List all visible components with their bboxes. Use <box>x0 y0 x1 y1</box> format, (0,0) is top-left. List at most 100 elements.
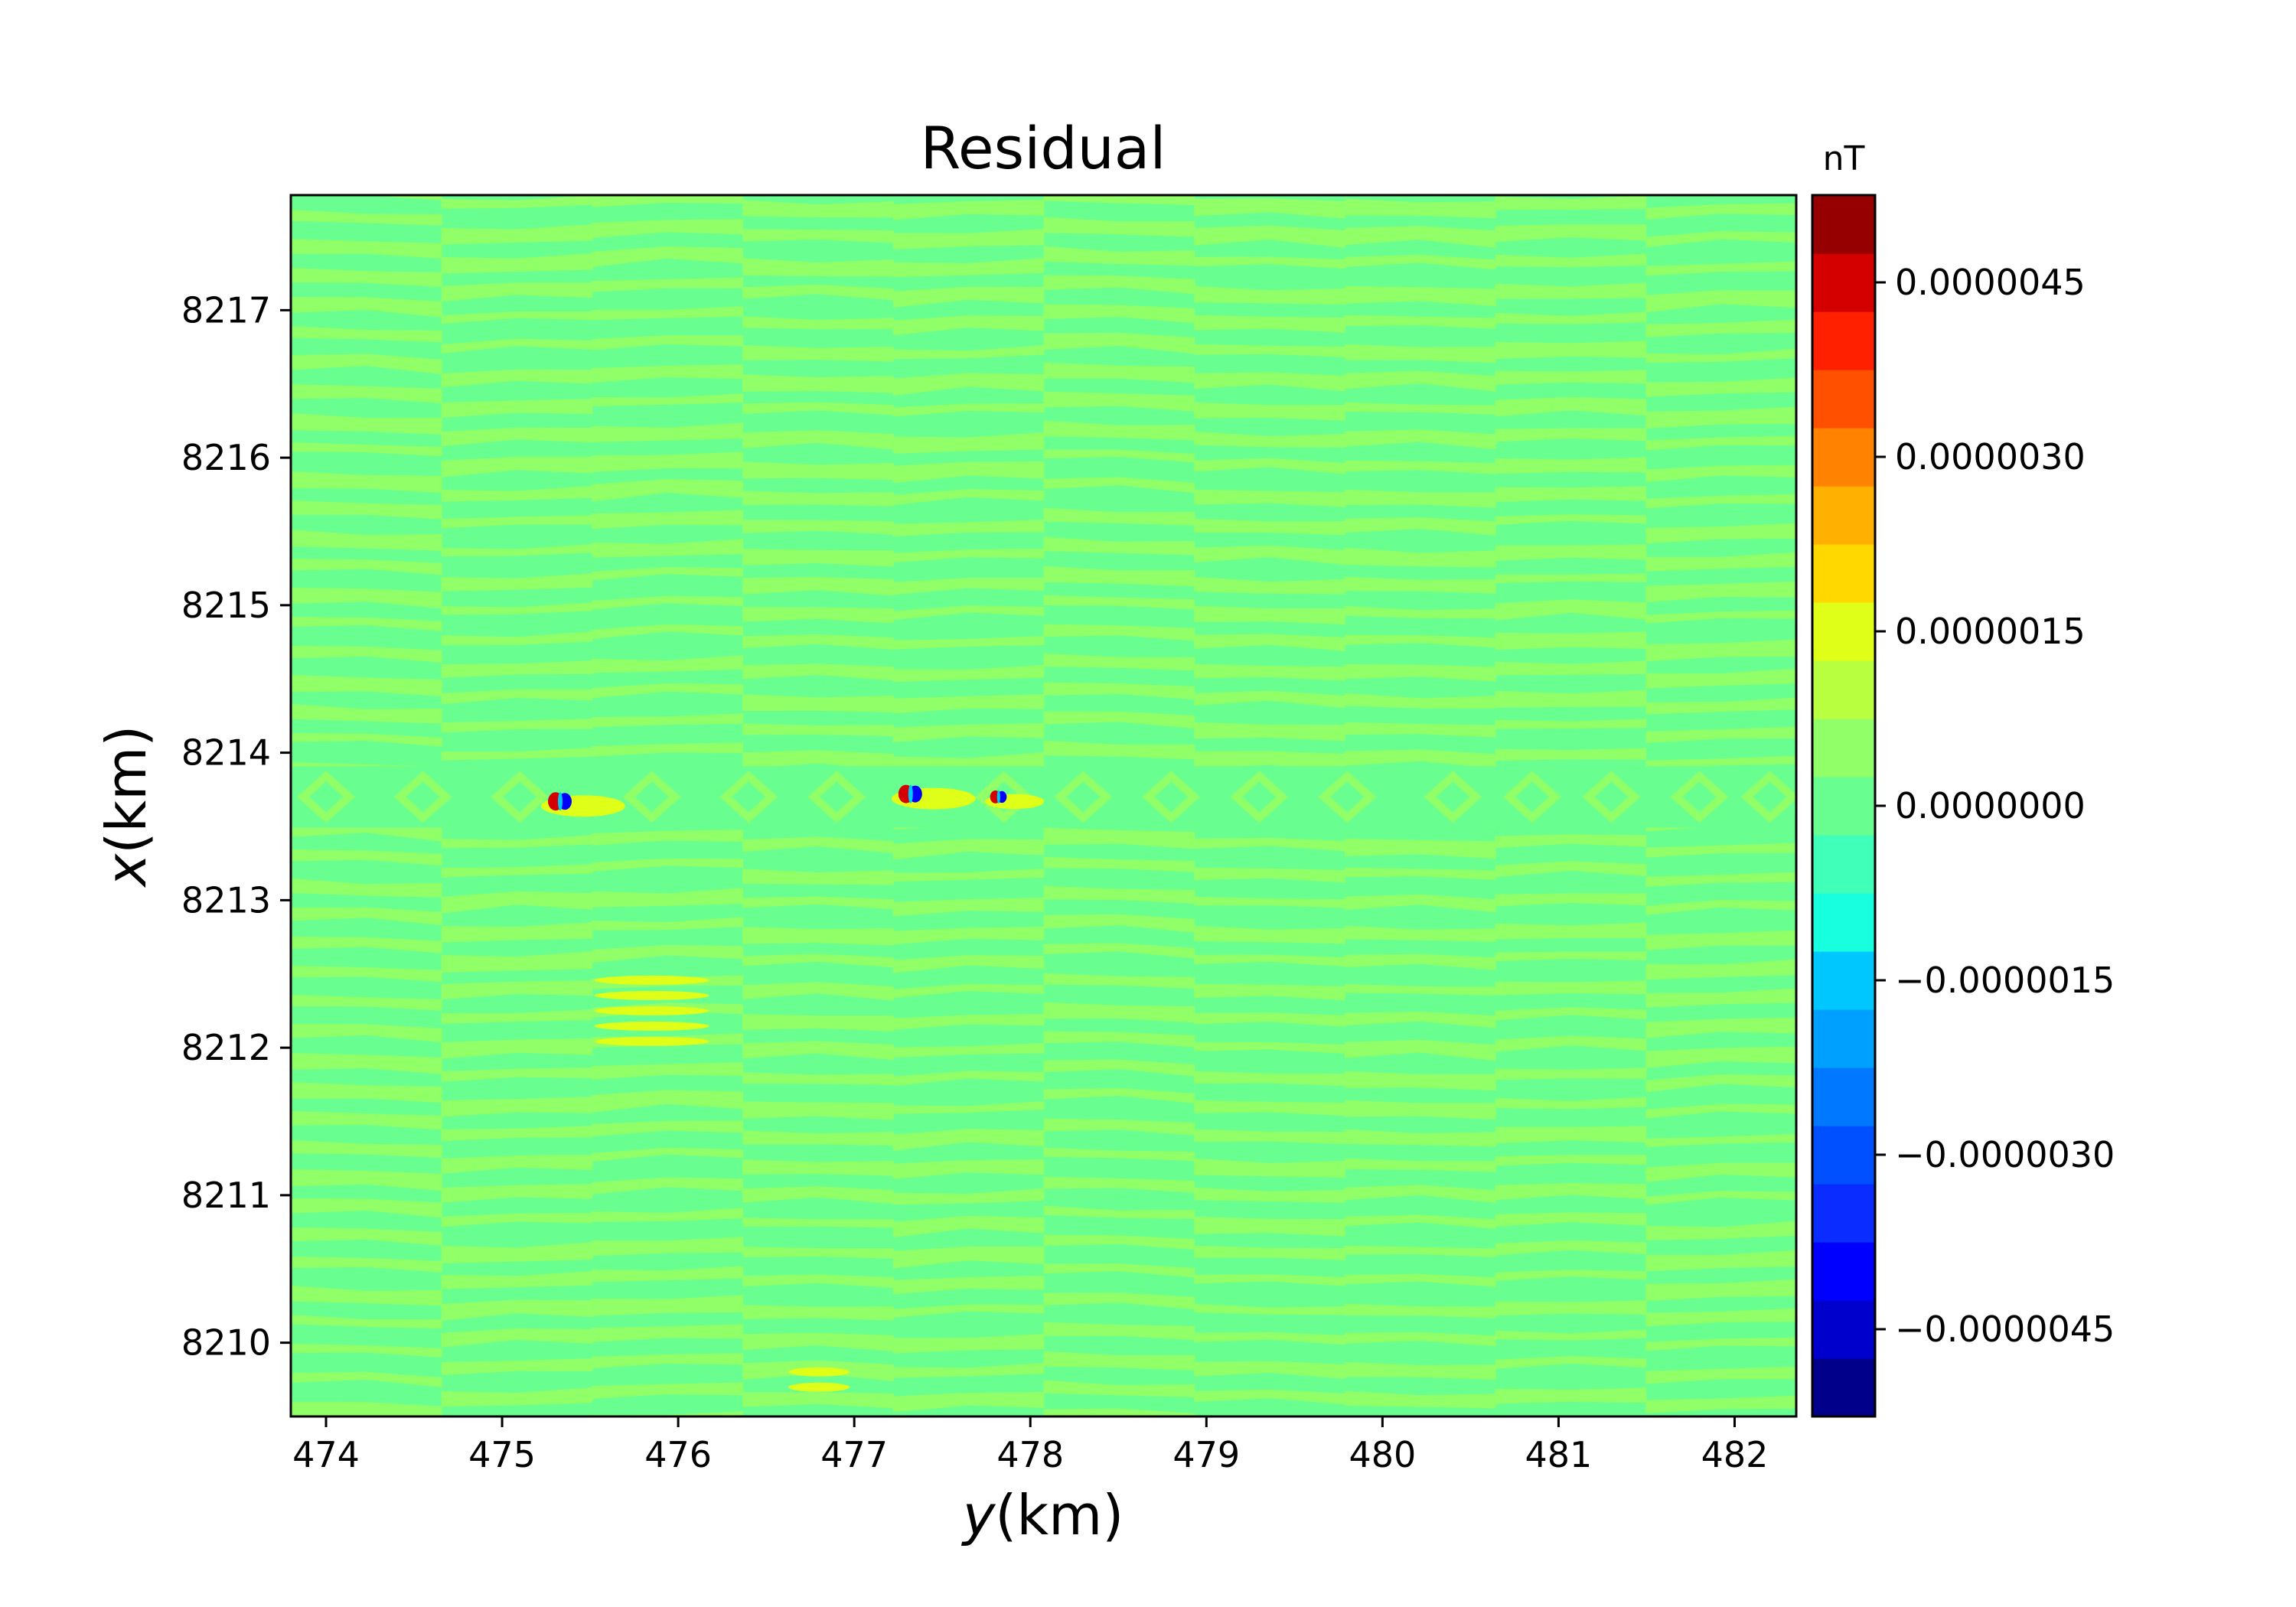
field-stripe <box>1344 1129 1496 1147</box>
field-stripe <box>1194 285 1345 305</box>
field-stripe <box>1344 1390 1496 1409</box>
field-stripe <box>1194 634 1345 651</box>
field-stripe <box>1194 983 1345 1001</box>
field-stripe <box>1043 420 1195 441</box>
field-stripe <box>592 624 744 639</box>
field-stripe <box>291 442 442 457</box>
field-stripe <box>1043 1031 1195 1048</box>
field-stripe <box>892 1334 1045 1354</box>
field-stripe <box>441 602 593 615</box>
field-stripe <box>592 306 744 321</box>
diamond-inner <box>732 781 766 813</box>
field-stripe <box>441 456 593 478</box>
field-stripe <box>892 315 1045 336</box>
field-stripe <box>592 566 744 581</box>
field-stripe <box>1043 653 1195 671</box>
field-stripe <box>892 520 1045 537</box>
field-stripe <box>1194 896 1345 908</box>
colorbar-segment <box>1812 951 1875 1010</box>
field-stripe <box>441 951 593 973</box>
field-stripe <box>1495 1007 1647 1021</box>
colorbar-segment <box>1812 1184 1875 1243</box>
field-stripe <box>742 461 894 481</box>
field-stripe <box>742 284 894 301</box>
field-stripe <box>1043 1263 1195 1278</box>
field-stripe <box>1194 1158 1345 1178</box>
field-stripe <box>892 605 1045 621</box>
field-stripe <box>742 634 894 650</box>
field-stripe <box>592 195 744 207</box>
field-stripe <box>1344 1273 1496 1287</box>
field-stripe <box>1344 254 1496 270</box>
field-stripe <box>742 520 894 535</box>
field-stripe <box>1495 1155 1647 1166</box>
field-stripe <box>1645 290 1796 313</box>
field-stripe <box>1495 253 1647 268</box>
y-axis-label-unit: (km) <box>94 725 158 854</box>
field-stripe <box>1194 1361 1345 1380</box>
field-stripe <box>1194 431 1345 448</box>
field-stripe <box>291 617 442 631</box>
field-stripe <box>1495 311 1647 324</box>
field-stripe <box>1495 1212 1647 1227</box>
diamond-inner <box>1753 781 1787 813</box>
diamond-inner <box>634 781 669 813</box>
field-stripe <box>1645 697 1796 715</box>
field-stripe <box>1645 1074 1796 1093</box>
field-stripe <box>441 369 593 388</box>
field-stripe <box>291 268 442 288</box>
field-stripe <box>742 723 894 737</box>
field-stripe <box>592 1147 744 1162</box>
field-stripe <box>291 907 442 926</box>
field-stripe <box>1194 751 1345 771</box>
field-stripe <box>892 1363 1045 1378</box>
field-stripe <box>1645 261 1796 276</box>
field-stripe <box>291 1257 442 1273</box>
field-stripe <box>892 258 1045 278</box>
field-stripe <box>1043 332 1195 354</box>
field-stripe <box>1194 198 1345 219</box>
field-stripe <box>742 1392 894 1409</box>
field-stripe <box>892 200 1045 220</box>
field-stripe <box>291 966 442 983</box>
field-stripe <box>1043 1322 1195 1341</box>
field-stripe <box>592 1324 744 1342</box>
field-stripe <box>592 1062 744 1080</box>
field-stripe <box>1344 1214 1496 1229</box>
anomaly-core <box>908 784 913 804</box>
field-stripe <box>441 660 593 678</box>
colorbar-ticks: −0.0000045 −0.0000030 −0.0000015 0.0000000 0… <box>1875 262 2115 1350</box>
field-stripe <box>1495 834 1647 849</box>
field-stripe <box>1194 663 1345 681</box>
field-stripe <box>291 937 442 953</box>
y-tick-label: 8213 <box>181 879 271 921</box>
field-stripe <box>1043 827 1195 849</box>
field-stripe <box>441 1126 593 1142</box>
field-stripe <box>1344 953 1496 970</box>
field-stripe <box>742 316 894 330</box>
field-stripe <box>1043 304 1195 324</box>
field-stripe <box>1495 1126 1647 1144</box>
field-stripe <box>1194 925 1345 944</box>
field-stripe <box>1043 217 1195 237</box>
field-stripe <box>1645 581 1796 602</box>
field-stripe <box>291 297 442 318</box>
anomaly-stripe <box>594 1021 709 1031</box>
field-stripe <box>1495 428 1647 442</box>
field-stripe <box>1043 856 1195 872</box>
field-stripe <box>592 830 744 846</box>
field-stripe <box>1495 514 1647 525</box>
field-stripe <box>1495 1035 1647 1052</box>
field-stripe <box>1495 599 1647 621</box>
field-stripe <box>592 1120 744 1136</box>
plot-area <box>289 194 1798 1418</box>
field-stripe <box>1043 1059 1195 1077</box>
field-stripe <box>291 239 442 259</box>
field-stripe <box>291 1111 442 1130</box>
field-stripe <box>1344 517 1496 536</box>
field-stripe <box>1645 1308 1796 1327</box>
field-stripe <box>892 461 1045 484</box>
colorbar: nT −0.0000045 −0.0000030 −0.0000015 0.00000… <box>1811 139 2115 1418</box>
field-stripe <box>742 200 894 218</box>
field-stripe <box>1344 693 1496 709</box>
